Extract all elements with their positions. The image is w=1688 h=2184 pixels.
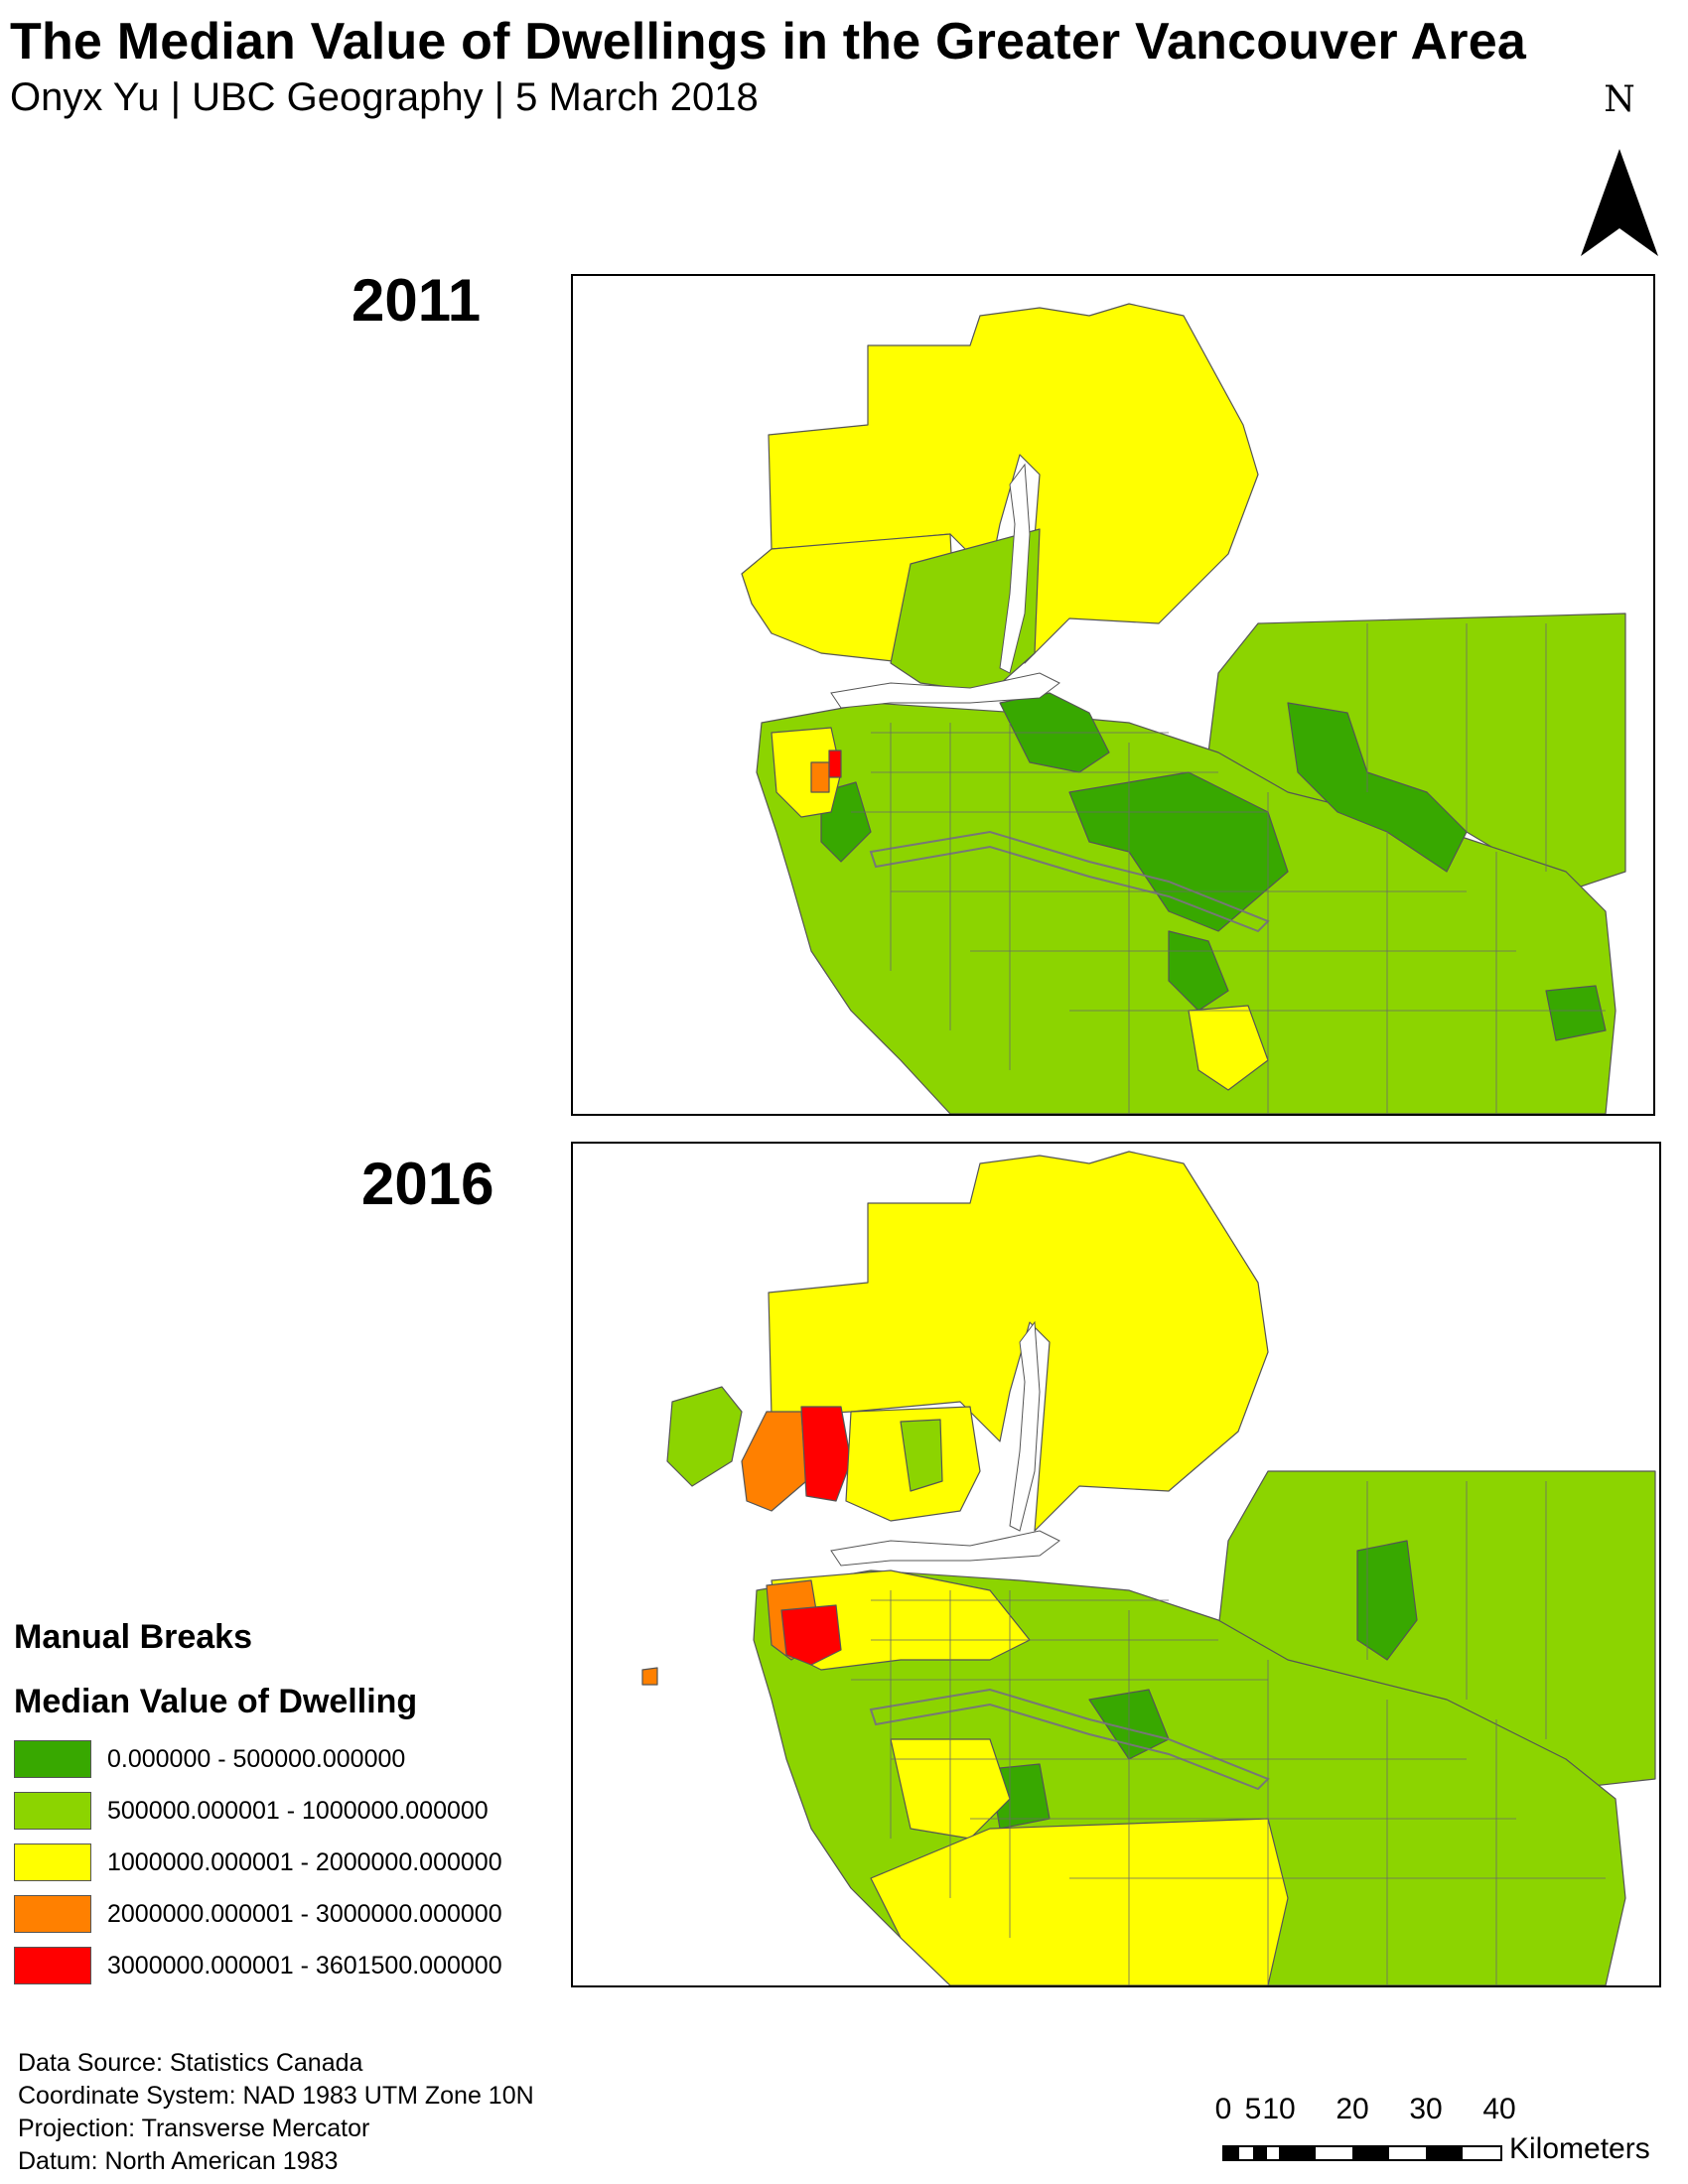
region-west-van-red — [800, 1406, 852, 1502]
region-west-van-orange — [741, 1411, 807, 1512]
legend-item: 1000000.000001 - 2000000.000000 — [14, 1837, 570, 1888]
region-orange-south — [641, 1667, 658, 1686]
region-dark-cluster-1 — [1356, 1540, 1418, 1661]
scale-tick-label: 0 — [1214, 2093, 1232, 2125]
region-orange-west — [810, 761, 830, 793]
scale-bar: 0 5 10 20 30 40 Kilometers — [1213, 2093, 1680, 2172]
region-southeast-yellow — [870, 1818, 1289, 1985]
scale-tick-label: 40 — [1482, 2093, 1516, 2125]
north-letter: N — [1604, 79, 1635, 120]
map-frame-2016 — [571, 1142, 1661, 1987]
water-inlet — [830, 672, 1060, 709]
region-south-yellow — [1188, 1005, 1269, 1091]
map-frame-2011 — [571, 274, 1655, 1116]
map-credits: Data Source: Statistics Canada Coordinat… — [18, 2047, 534, 2178]
year-label-2016: 2016 — [361, 1151, 494, 1217]
water-indian-arm — [1009, 1320, 1041, 1532]
data-source-text: Data Source: Statistics Canada — [18, 2049, 363, 2077]
projection-text: Projection: Transverse Mercator — [18, 2115, 370, 2142]
north-arrow: N — [1575, 79, 1664, 263]
water-fraser-river — [869, 830, 1270, 933]
legend-item: 2000000.000001 - 3000000.000000 — [14, 1888, 570, 1940]
water-inlet — [830, 1530, 1060, 1567]
legend-title: Manual Breaks — [14, 1618, 252, 1656]
legend-label: 3000000.000001 - 3601500.000000 — [107, 1951, 502, 1979]
legend-item: 500000.000001 - 1000000.000000 — [14, 1785, 570, 1837]
map-subtitle: Onyx Yu | UBC Geography | 5 March 2018 — [10, 75, 759, 119]
scale-tick-label: 10 — [1262, 2093, 1296, 2125]
scale-tick-label: 20 — [1336, 2093, 1369, 2125]
legend-swatch — [14, 1792, 91, 1830]
legend-label: 1000000.000001 - 2000000.000000 — [107, 1847, 502, 1876]
legend-item: 0.000000 - 500000.000000 — [14, 1733, 570, 1785]
year-label-2011: 2011 — [352, 267, 482, 334]
legend-item: 3000000.000001 - 3601500.000000 — [14, 1940, 570, 1991]
region-red-west — [828, 750, 842, 778]
legend-label: 2000000.000001 - 3000000.000000 — [107, 1899, 502, 1928]
map-title: The Median Value of Dwellings in the Gre… — [10, 13, 1526, 70]
legend-swatch — [14, 1843, 91, 1881]
region-dark-cluster-6 — [1545, 985, 1607, 1041]
scale-tick-label: 5 — [1244, 2093, 1262, 2125]
north-arrow-icon — [1581, 149, 1658, 256]
water-indian-arm — [999, 463, 1031, 674]
scale-bar-graphic — [1222, 2145, 1502, 2161]
tract-lines — [851, 623, 1606, 1114]
map-2011 — [741, 303, 1626, 1114]
datum-text: Datum: North American 1983 — [18, 2147, 339, 2175]
legend-swatch — [14, 1895, 91, 1933]
map-2016 — [641, 1151, 1656, 1985]
legend-swatch — [14, 1947, 91, 1984]
region-vancouver-red — [780, 1604, 842, 1666]
legend: Manual Breaks Median Value of Dwelling 0… — [14, 1618, 570, 1991]
legend-label: 0.000000 - 500000.000000 — [107, 1744, 406, 1773]
coordinate-system-text: Coordinate System: NAD 1983 UTM Zone 10N — [18, 2082, 534, 2110]
scale-units-label: Kilometers — [1509, 2132, 1650, 2165]
scale-tick-label: 30 — [1409, 2093, 1443, 2125]
region-dark-cluster-3 — [1287, 702, 1468, 873]
legend-subtitle: Median Value of Dwelling — [14, 1683, 418, 1720]
legend-label: 500000.000001 - 1000000.000000 — [107, 1796, 489, 1825]
legend-swatch — [14, 1740, 91, 1778]
water-fraser-river — [869, 1688, 1270, 1791]
tract-lines — [851, 1481, 1606, 1985]
region-bowen-island — [666, 1386, 743, 1487]
region-vancouver-west — [771, 727, 842, 818]
region-north-van-green — [900, 1419, 943, 1492]
